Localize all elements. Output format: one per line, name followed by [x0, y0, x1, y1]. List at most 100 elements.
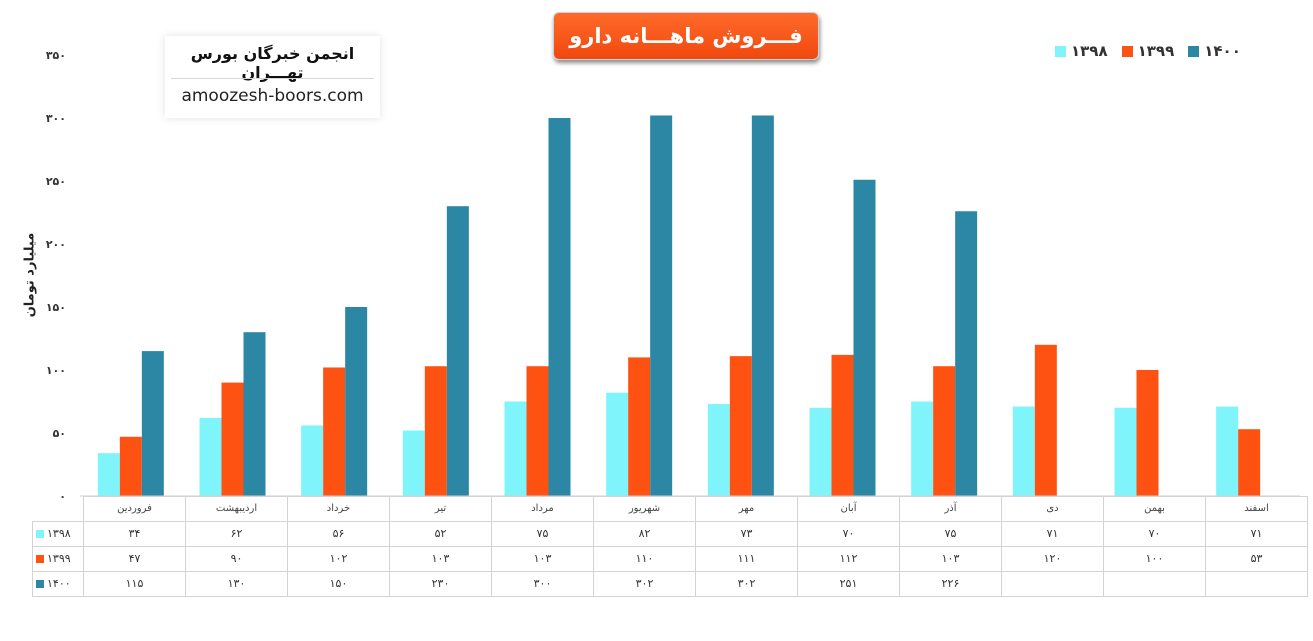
data-label: ۱۲۰ [1001, 545, 1104, 572]
legend-swatch [1188, 45, 1200, 57]
data-label: ۳۰۲ [695, 570, 798, 597]
legend-label: ۱۳۹۹ [1137, 42, 1175, 60]
bar-1-7 [831, 354, 854, 496]
x-tick-label: اردیبهشت [185, 496, 288, 522]
table-row-header: ۱۴۰۰ [32, 570, 84, 597]
chart-legend: ۱۳۹۸ ۱۳۹۹ ۱۴۰۰ [1055, 40, 1241, 62]
data-label: ۱۱۵ [83, 570, 186, 597]
x-tick-label: شهریور [593, 496, 696, 522]
data-label: ۷۳ [695, 520, 798, 547]
data-label: ۱۰۳ [899, 545, 1002, 572]
data-label: ۲۵۱ [797, 570, 900, 597]
x-tick-label: اسفند [1205, 496, 1308, 522]
bar-2-3 [446, 206, 469, 496]
y-tick-label: ۳۵۰ [46, 49, 66, 62]
table-row-header: ۱۳۹۸ [32, 520, 84, 547]
data-label [1001, 570, 1104, 597]
bar-0-7 [809, 407, 832, 496]
data-label: ۳۰۰ [491, 570, 594, 597]
table-legend-swatch [36, 555, 44, 563]
x-tick-label: بهمن [1103, 496, 1206, 522]
bar-0-2 [301, 425, 324, 496]
data-label: ۵۶ [287, 520, 390, 547]
bar-0-8 [911, 401, 934, 496]
data-label: ۱۳۰ [185, 570, 288, 597]
data-label: ۷۵ [491, 520, 594, 547]
brand-name: انجمن خبرگان بورس تهـــران [190, 44, 355, 82]
bar-1-8 [933, 366, 956, 496]
table-legend-swatch [36, 530, 44, 538]
data-label: ۵۳ [1205, 545, 1308, 572]
x-tick-label: خرداد [287, 496, 390, 522]
data-label: ۷۱ [1001, 520, 1104, 547]
data-label: ۷۰ [1103, 520, 1206, 547]
data-label: ۱۰۰ [1103, 545, 1206, 572]
data-label: ۱۱۲ [797, 545, 900, 572]
y-tick-label: ۱۵۰ [46, 301, 66, 314]
bar-2-8 [955, 211, 978, 497]
data-label: ۴۷ [83, 545, 186, 572]
x-tick-label: تیر [389, 496, 492, 522]
x-tick-label: آبان [797, 496, 900, 522]
y-tick-label: ۲۰۰ [46, 238, 66, 251]
y-tick-label: ۵۰ [53, 427, 66, 440]
legend-item: ۱۴۰۰ [1188, 42, 1241, 60]
bar-0-10 [1114, 407, 1137, 496]
table-corner [32, 496, 84, 522]
x-tick-label: مرداد [491, 496, 594, 522]
brand-divider [171, 78, 374, 79]
bar-2-7 [853, 179, 876, 497]
bar-2-4 [548, 118, 571, 496]
y-tick-label: ۱۰۰ [46, 364, 66, 377]
legend-item: ۱۳۹۹ [1121, 42, 1175, 60]
bar-1-1 [221, 382, 244, 496]
data-label: ۱۱۰ [593, 545, 696, 572]
bar-0-11 [1216, 406, 1239, 496]
bar-0-1 [199, 417, 222, 496]
bar-0-5 [606, 392, 629, 496]
bar-1-2 [323, 367, 346, 496]
legend-item: ۱۳۹۸ [1055, 42, 1108, 60]
data-label: ۳۰۲ [593, 570, 696, 597]
chart-title: فـــروش ماهـــانه دارو [553, 12, 819, 60]
data-label: ۷۱ [1205, 520, 1308, 547]
data-label: ۵۲ [389, 520, 492, 547]
bar-2-2 [345, 307, 368, 496]
brand-watermark: انجمن خبرگان بورس تهـــران amoozesh-boor… [165, 36, 380, 118]
bar-0-6 [707, 404, 730, 496]
table-series-name: ۱۳۹۹ [47, 552, 71, 565]
data-label: ۲۳۰ [389, 570, 492, 597]
bar-2-1 [243, 332, 266, 496]
y-axis-label: میلیارد تومان [22, 232, 38, 318]
data-label [1103, 570, 1206, 597]
bar-1-11 [1238, 429, 1261, 496]
table-row: ۱۴۰۰ ۱۱۵ ۱۳۰ ۱۵۰ ۲۳۰ ۳۰۰ ۳۰۲ ۳۰۲ ۲۵۱ ۲۲۶ [32, 570, 1308, 597]
x-tick-label: دی [1001, 496, 1104, 522]
bar-2-5 [650, 115, 673, 496]
data-label: ۹۰ [185, 545, 288, 572]
bar-1-4 [526, 366, 549, 496]
x-tick-label: فروردین [83, 496, 186, 522]
table-row-header: ۱۳۹۹ [32, 545, 84, 572]
table-series-name: ۱۴۰۰ [47, 577, 71, 590]
bar-1-5 [628, 357, 651, 496]
data-label: ۶۲ [185, 520, 288, 547]
legend-label: ۱۳۹۸ [1071, 42, 1108, 60]
bar-1-0 [119, 436, 142, 496]
data-label: ۳۴ [83, 520, 186, 547]
data-label: ۱۱۱ [695, 545, 798, 572]
bar-2-0 [141, 351, 164, 496]
data-label [1205, 570, 1308, 597]
brand-url: amoozesh-boors.com [181, 86, 364, 106]
legend-swatch [1055, 45, 1066, 57]
data-label: ۲۲۶ [899, 570, 1002, 597]
y-tick-label: ۲۵۰ [46, 175, 66, 188]
x-tick-label: آذر [899, 496, 1002, 522]
data-label: ۱۰۳ [491, 545, 594, 572]
bar-1-10 [1136, 370, 1159, 496]
bar-0-0 [97, 453, 120, 496]
bar-1-9 [1034, 344, 1057, 496]
y-tick-label: ۳۰۰ [46, 112, 66, 125]
chart-data-table: فروردین اردیبهشت خرداد تیر مرداد شهریور مهر آبا… [32, 496, 1308, 597]
